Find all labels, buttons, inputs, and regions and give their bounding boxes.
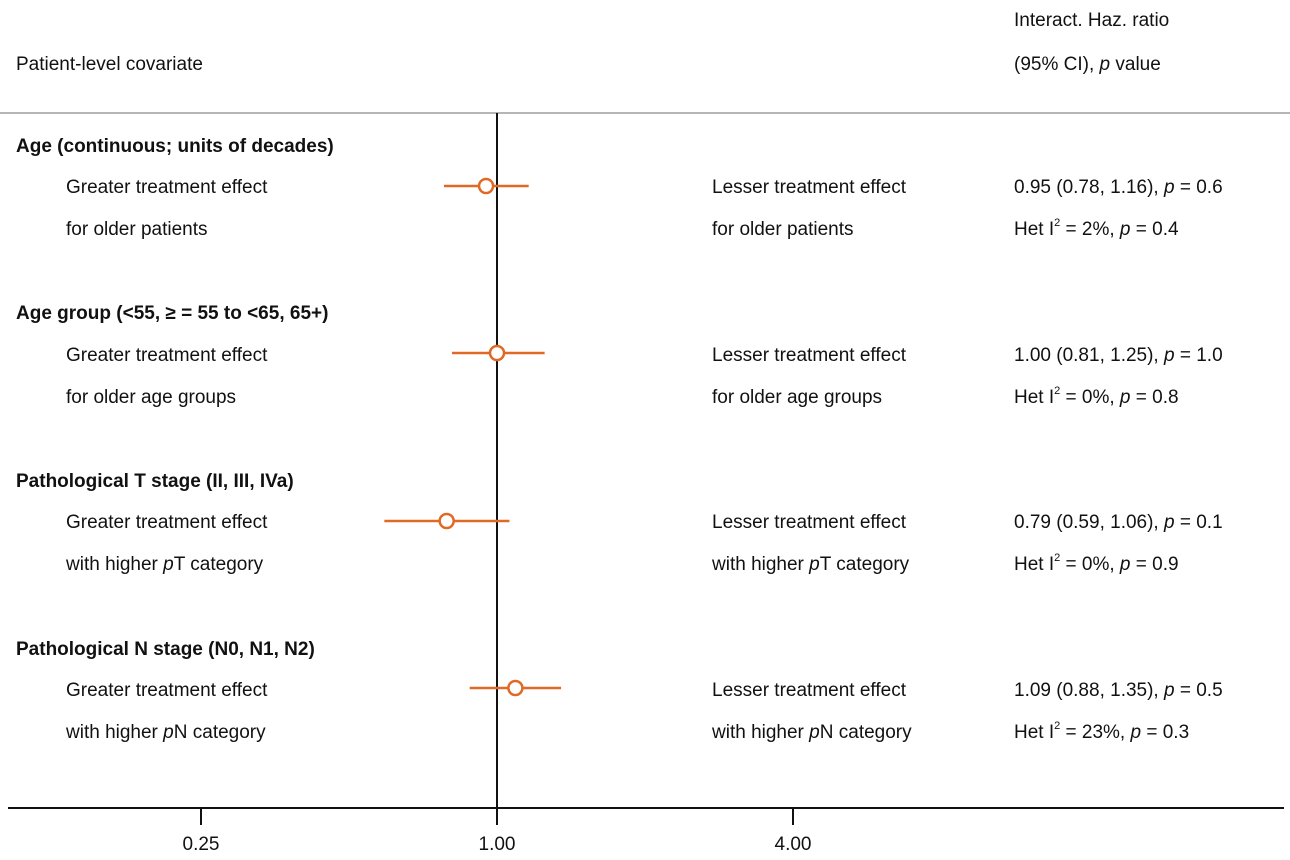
row-title: Pathological N stage (N0, N1, N2) — [16, 639, 315, 660]
right-label-line2: for older age groups — [712, 387, 883, 408]
left-label-line1: Greater treatment effect — [66, 680, 268, 701]
ci-pvalue-column-header: (95% CI), p value — [1014, 54, 1161, 75]
left-label-line1: Greater treatment effect — [66, 345, 268, 366]
left-label-line2: for older patients — [66, 219, 208, 240]
covariate-column-header: Patient-level covariate — [16, 54, 203, 75]
right-label-line1: Lesser treatment effect — [712, 177, 906, 198]
x-axis-tick-label: 4.00 — [775, 834, 812, 855]
heterogeneity-stat: Het I2 = 23%, p = 0.3 — [1014, 720, 1190, 743]
heterogeneity-stat: Het I2 = 0%, p = 0.8 — [1014, 385, 1179, 408]
heterogeneity-stat: Het I2 = 0%, p = 0.9 — [1014, 552, 1179, 575]
x-axis-tick-label: 1.00 — [479, 834, 516, 855]
left-label-line1: Greater treatment effect — [66, 512, 268, 533]
left-label-line2: with higher pN category — [66, 722, 266, 743]
point-estimate-marker — [438, 512, 455, 530]
hazard-ratio-stat: 1.00 (0.81, 1.25), p = 1.0 — [1014, 345, 1223, 366]
left-label-line2: with higher pT category — [66, 554, 264, 575]
right-label-line2: for older patients — [712, 219, 854, 240]
right-label-line2: with higher pT category — [712, 554, 910, 575]
row-title: Age group (<55, ≥ = 55 to <65, 65+) — [16, 303, 329, 324]
hazard-ratio-column-header: Interact. Haz. ratio — [1014, 10, 1170, 31]
row-title: Pathological T stage (II, III, IVa) — [16, 471, 294, 492]
hazard-ratio-stat: 0.95 (0.78, 1.16), p = 0.6 — [1014, 177, 1223, 198]
point-estimate-marker — [477, 177, 495, 195]
right-label-line2: with higher pN category — [712, 722, 912, 743]
right-label-line1: Lesser treatment effect — [712, 345, 906, 366]
left-label-line2: for older age groups — [66, 387, 237, 408]
right-label-line1: Lesser treatment effect — [712, 680, 906, 701]
left-label-line1: Greater treatment effect — [66, 177, 268, 198]
hazard-ratio-stat: 1.09 (0.88, 1.35), p = 0.5 — [1014, 680, 1223, 701]
point-estimate-marker — [507, 679, 524, 697]
header-divider — [0, 112, 1290, 114]
x-axis-tick-label: 0.25 — [183, 834, 220, 855]
hazard-ratio-stat: 0.79 (0.59, 1.06), p = 0.1 — [1014, 512, 1223, 533]
point-estimate-marker — [488, 344, 506, 362]
right-label-line1: Lesser treatment effect — [712, 512, 906, 533]
row-title: Age (continuous; units of decades) — [16, 136, 334, 157]
heterogeneity-stat: Het I2 = 2%, p = 0.4 — [1014, 217, 1179, 240]
